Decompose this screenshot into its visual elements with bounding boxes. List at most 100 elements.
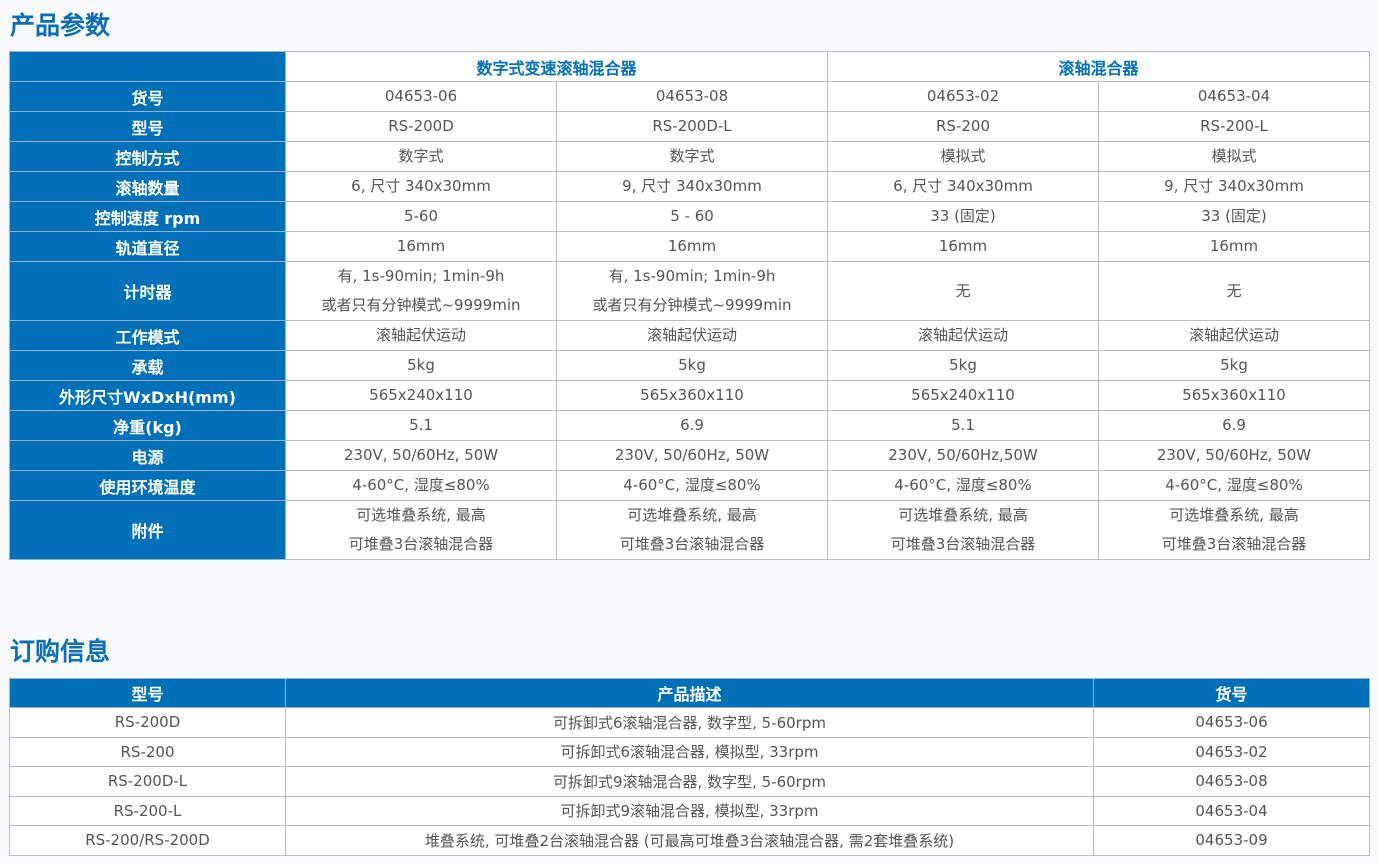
cell: 04653-08 [1093,766,1370,797]
cell: 04653-04 [1098,81,1370,112]
cell: 04653-06 [1093,707,1370,738]
cell: 9, 尺寸 340x30mm [556,171,828,202]
cell: 数字式 [556,141,828,172]
row-label: 计时器 [9,261,286,321]
group-header: 数字式变速滚轴混合器 [285,51,828,82]
cell: 04653-08 [556,81,828,112]
row-label: 净重(kg) [9,410,286,441]
column-header: 货号 [1093,678,1370,708]
cell: 5kg [556,350,828,381]
cell: 6.9 [556,410,828,441]
cell: 5.1 [827,410,1099,441]
cell: 滚轴起伏运动 [827,320,1099,351]
cell: 565x240x110 [827,380,1099,411]
row-label: 控制方式 [9,141,286,172]
table-row: 滚轴数量 6, 尺寸 340x30mm 9, 尺寸 340x30mm 6, 尺寸 34… [9,171,1370,202]
cell: 可选堆叠系统, 最高 可堆叠3台滚轴混合器 [285,500,557,560]
cell: 6.9 [1098,410,1370,441]
row-label: 滚轴数量 [9,171,286,202]
row-label: 轨道直径 [9,231,286,262]
cell: 可拆卸式6滚轴混合器, 数字型, 5-60rpm [285,707,1094,738]
row-label: 货号 [9,81,286,112]
table-row: 承载 5kg 5kg 5kg 5kg [9,350,1370,381]
table-row: RS-200D-L 可拆卸式9滚轴混合器, 数字型, 5-60rpm 04653-0… [9,766,1370,797]
cell: 33 (固定) [1098,201,1370,232]
cell: RS-200-L [1098,111,1370,142]
cell: 230V, 50/60Hz,50W [827,440,1099,471]
cell: 565x360x110 [1098,380,1370,411]
row-label: 电源 [9,440,286,471]
cell: 无 [827,261,1099,321]
table-row: 使用环境温度 4-60°C, 湿度≤80% 4-60°C, 湿度≤80% 4-60°C… [9,470,1370,501]
cell: 04653-09 [1093,825,1370,856]
cell: 04653-06 [285,81,557,112]
column-header: 型号 [9,678,286,708]
cell: 可拆卸式9滚轴混合器, 数字型, 5-60rpm [285,766,1094,797]
cell: 6, 尺寸 340x30mm [827,171,1099,202]
cell: 6, 尺寸 340x30mm [285,171,557,202]
row-label: 型号 [9,111,286,142]
cell: 5kg [827,350,1099,381]
table-row: 货号 04653-06 04653-08 04653-02 04653-04 [9,81,1370,112]
table-row: RS-200D 可拆卸式6滚轴混合器, 数字型, 5-60rpm 04653-06 [9,707,1370,738]
cell: 无 [1098,261,1370,321]
cell: 滚轴起伏运动 [1098,320,1370,351]
cell: RS-200-L [9,795,286,826]
cell: RS-200 [9,736,286,767]
cell: 4-60°C, 湿度≤80% [1098,470,1370,501]
cell: 04653-04 [1093,795,1370,826]
cell: RS-200 [827,111,1099,142]
cell: 9, 尺寸 340x30mm [1098,171,1370,202]
cell: 16mm [285,231,557,262]
cell: 230V, 50/60Hz, 50W [1098,440,1370,471]
cell: 04653-02 [827,81,1099,112]
corner-cell [9,51,286,82]
row-label: 使用环境温度 [9,470,286,501]
cell: RS-200D [285,111,557,142]
cell: 5.1 [285,410,557,441]
cell: 可选堆叠系统, 最高 可堆叠3台滚轴混合器 [556,500,828,560]
cell: 可拆卸式9滚轴混合器, 模拟型, 33rpm [285,795,1094,826]
cell: 4-60°C, 湿度≤80% [556,470,828,501]
cell: 565x360x110 [556,380,828,411]
table-row: 轨道直径 16mm 16mm 16mm 16mm [9,231,1370,262]
order-table: 型号 产品描述 货号 RS-200D 可拆卸式6滚轴混合器, 数字型, 5-60r… [9,678,1370,856]
cell: 16mm [1098,231,1370,262]
cell: RS-200D-L [9,766,286,797]
table-row: 外形尺寸WxDxH(mm) 565x240x110 565x360x110 565x2… [9,380,1370,411]
cell: 04653-02 [1093,736,1370,767]
cell: 16mm [827,231,1099,262]
cell: 有, 1s-90min; 1min-9h 或者只有分钟模式~9999min [285,261,557,321]
cell: 可选堆叠系统, 最高 可堆叠3台滚轴混合器 [827,500,1099,560]
group-header: 滚轴混合器 [827,51,1370,82]
cell: 5kg [1098,350,1370,381]
order-title: 订购信息 [10,637,111,666]
cell: 滚轴起伏运动 [285,320,557,351]
cell: 5 - 60 [556,201,828,232]
cell: 模拟式 [1098,141,1370,172]
cell: RS-200D [9,707,286,738]
column-header: 产品描述 [285,678,1094,708]
row-label: 承载 [9,350,286,381]
row-label: 控制速度 rpm [9,201,286,232]
table-row: 型号 RS-200D RS-200D-L RS-200 RS-200-L [9,111,1370,142]
cell: 可拆卸式6滚轴混合器, 模拟型, 33rpm [285,736,1094,767]
cell: 有, 1s-90min; 1min-9h 或者只有分钟模式~9999min [556,261,828,321]
cell: 33 (固定) [827,201,1099,232]
cell: 565x240x110 [285,380,557,411]
table-row: RS-200-L 可拆卸式9滚轴混合器, 模拟型, 33rpm 04653-04 [9,795,1370,826]
cell: 230V, 50/60Hz, 50W [556,440,828,471]
table-row: 附件 可选堆叠系统, 最高 可堆叠3台滚轴混合器 可选堆叠系统, 最高 可堆叠3台滚… [9,500,1370,560]
cell: 5kg [285,350,557,381]
cell: 4-60°C, 湿度≤80% [285,470,557,501]
table-row: 电源 230V, 50/60Hz, 50W 230V, 50/60Hz, 50W 23… [9,440,1370,471]
table-row: RS-200 可拆卸式6滚轴混合器, 模拟型, 33rpm 04653-02 [9,736,1370,767]
cell: 模拟式 [827,141,1099,172]
table-row: 控制速度 rpm 5-60 5 - 60 33 (固定) 33 (固定) [9,201,1370,232]
cell: 4-60°C, 湿度≤80% [827,470,1099,501]
params-table: 数字式变速滚轴混合器 滚轴混合器 货号 04653-06 04653-08 04653… [9,51,1370,560]
params-title: 产品参数 [10,11,111,40]
cell: 5-60 [285,201,557,232]
row-label: 附件 [9,500,286,560]
table-row: 计时器 有, 1s-90min; 1min-9h 或者只有分钟模式~9999min… [9,261,1370,321]
